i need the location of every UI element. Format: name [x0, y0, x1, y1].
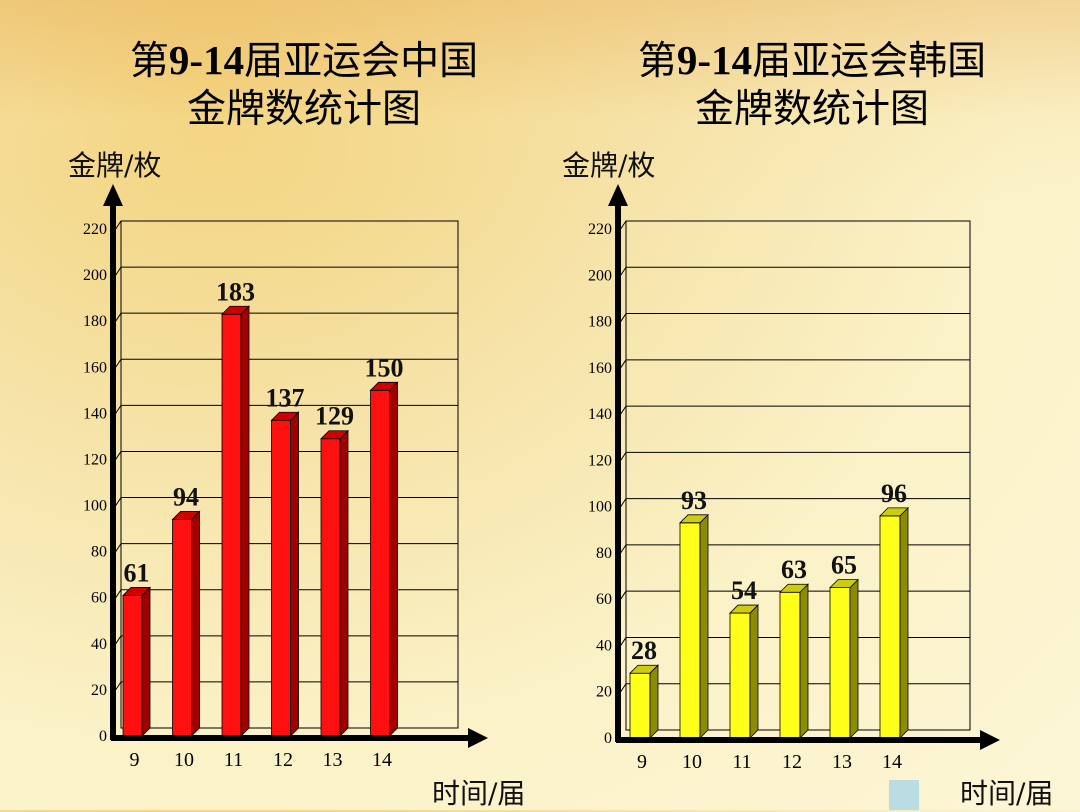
- legend-swatch: [889, 780, 919, 810]
- china-y-tick-label: 40: [91, 636, 107, 653]
- china-x-tick-label: 13: [323, 749, 343, 771]
- china-x-tick-label: 9: [130, 749, 140, 771]
- china-y-axis-arrow: [103, 184, 123, 206]
- china-y-tick-label: 80: [91, 544, 107, 561]
- korea-bar-top: [729, 604, 759, 614]
- china-data-label: 61: [124, 558, 150, 587]
- korea-x-axis-label: 时间/届: [960, 777, 1054, 810]
- korea-bar-side: [699, 513, 709, 739]
- korea-data-label: 28: [631, 636, 657, 665]
- korea-data-label: 93: [681, 486, 707, 515]
- korea-data-label: 63: [781, 555, 807, 584]
- china-x-tick-label: 11: [224, 749, 243, 771]
- china-bar-top: [369, 381, 399, 391]
- china-x-tick-label: 12: [273, 749, 293, 771]
- korea-bar-side: [899, 506, 909, 739]
- china-data-label: 150: [365, 353, 404, 382]
- korea-y-tick-label: 220: [588, 221, 612, 238]
- korea-data-label: 96: [881, 479, 907, 508]
- china-y-tick-label: 100: [83, 498, 107, 515]
- korea-bar: [679, 522, 701, 739]
- korea-bar-top: [829, 579, 859, 589]
- korea-y-tick-label: 180: [588, 314, 612, 331]
- china-y-tick-label: 120: [83, 451, 107, 468]
- korea-y-tick-label: 60: [596, 591, 612, 608]
- china-bar-top: [270, 411, 300, 421]
- china-x-axis-label: 时间/届: [432, 777, 526, 810]
- china-x-tick-label: 14: [372, 749, 392, 771]
- korea-y-tick-label: 120: [588, 452, 612, 469]
- korea-x-tick-label: 11: [732, 751, 751, 773]
- china-x-tick-label: 10: [174, 749, 194, 771]
- china-bar-top: [122, 587, 151, 596]
- china-data-label: 137: [266, 383, 305, 412]
- korea-bar: [879, 515, 901, 739]
- korea-x-tick-label: 14: [882, 751, 902, 773]
- korea-bar-side: [649, 664, 659, 739]
- korea-bar-top: [679, 514, 709, 524]
- korea-y-tick-label: 80: [596, 545, 612, 562]
- china-bar-top: [320, 430, 349, 440]
- background-decoration: [0, 0, 1080, 200]
- korea-x-tick-label: 13: [832, 751, 852, 773]
- korea-bar: [629, 672, 651, 739]
- china-data-label: 129: [315, 402, 354, 431]
- korea-data-label: 65: [831, 551, 857, 580]
- korea-y-tick-label: 100: [588, 499, 612, 516]
- china-y-tick-label: 60: [91, 590, 107, 607]
- china-y-tick-label: 140: [83, 405, 107, 422]
- korea-data-label: 54: [731, 576, 757, 605]
- korea-chart-title: 第9-14届亚运会韩国 金牌数统计图: [637, 37, 987, 132]
- korea-bar-top: [879, 507, 909, 517]
- korea-x-tick-label: 9: [637, 751, 647, 773]
- korea-bar: [729, 612, 751, 739]
- china-data-label: 183: [216, 277, 255, 306]
- china-y-tick-label: 180: [83, 313, 107, 330]
- korea-bar: [779, 591, 801, 739]
- korea-x-axis-arrow: [980, 730, 1000, 750]
- korea-y-tick-label: 0: [604, 730, 612, 747]
- korea-bar-side: [849, 578, 859, 739]
- korea-bar-top: [629, 664, 659, 674]
- china-y-tick-label: 0: [99, 728, 107, 745]
- china-x-axis-arrow: [468, 728, 488, 748]
- korea-y-tick-label: 140: [588, 406, 612, 423]
- korea-y-tick-label: 40: [596, 637, 612, 654]
- korea-x-tick-label: 12: [782, 751, 802, 773]
- china-y-tick-label: 200: [83, 267, 107, 284]
- korea-bar-top: [779, 583, 809, 593]
- china-y-tick-label: 160: [83, 359, 107, 376]
- china-bar-top: [221, 305, 250, 315]
- china-y-axis-label: 金牌/枚: [68, 149, 162, 182]
- korea-y-tick-label: 200: [588, 267, 612, 284]
- korea-bar: [829, 587, 851, 739]
- korea-y-axis-arrow: [608, 184, 628, 206]
- china-y-tick-label: 220: [83, 221, 107, 238]
- korea-y-tick-label: 160: [588, 360, 612, 377]
- korea-y-tick-label: 20: [596, 684, 612, 701]
- korea-bar-side: [799, 583, 809, 739]
- china-bar-top: [171, 510, 201, 520]
- china-chart-title: 第9-14届亚运会中国 金牌数统计图: [129, 37, 479, 132]
- korea-bar-side: [749, 604, 759, 739]
- korea-x-tick-label: 10: [682, 751, 702, 773]
- china-y-tick-label: 20: [91, 682, 107, 699]
- korea-y-axis-label: 金牌/枚: [562, 149, 656, 182]
- china-data-label: 94: [173, 482, 199, 511]
